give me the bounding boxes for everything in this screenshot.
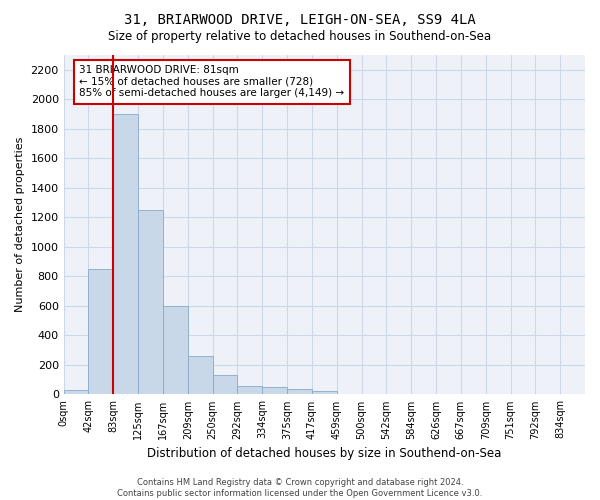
Bar — [312, 392, 337, 394]
Bar — [113, 114, 138, 394]
Bar — [64, 390, 88, 394]
Bar — [163, 306, 188, 394]
Text: 31 BRIARWOOD DRIVE: 81sqm
← 15% of detached houses are smaller (728)
85% of semi: 31 BRIARWOOD DRIVE: 81sqm ← 15% of detac… — [79, 65, 344, 98]
Bar — [212, 375, 238, 394]
Bar — [262, 387, 287, 394]
Text: Contains HM Land Registry data © Crown copyright and database right 2024.
Contai: Contains HM Land Registry data © Crown c… — [118, 478, 482, 498]
X-axis label: Distribution of detached houses by size in Southend-on-Sea: Distribution of detached houses by size … — [147, 447, 502, 460]
Y-axis label: Number of detached properties: Number of detached properties — [15, 137, 25, 312]
Bar — [238, 386, 262, 394]
Bar — [138, 210, 163, 394]
Bar — [88, 269, 113, 394]
Bar — [287, 388, 312, 394]
Text: Size of property relative to detached houses in Southend-on-Sea: Size of property relative to detached ho… — [109, 30, 491, 43]
Text: 31, BRIARWOOD DRIVE, LEIGH-ON-SEA, SS9 4LA: 31, BRIARWOOD DRIVE, LEIGH-ON-SEA, SS9 4… — [124, 12, 476, 26]
Bar — [188, 356, 212, 395]
